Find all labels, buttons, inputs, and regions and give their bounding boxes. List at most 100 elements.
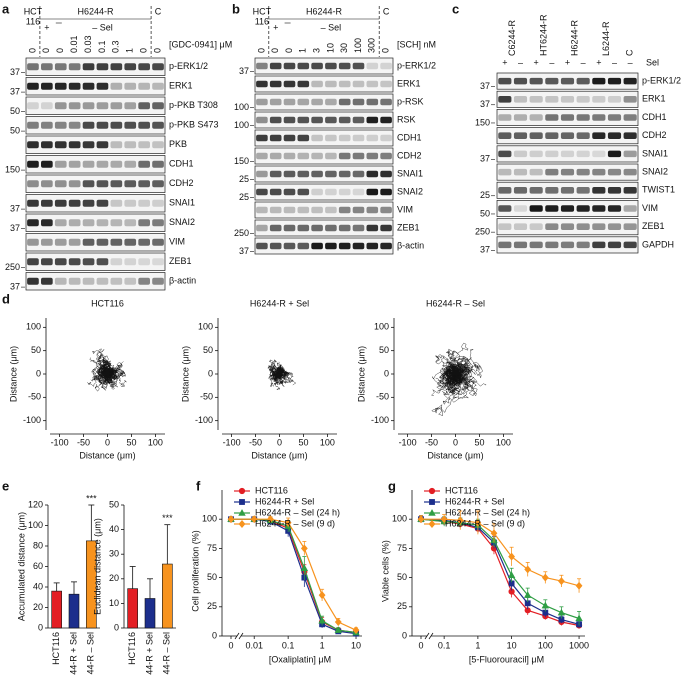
band [607, 205, 622, 212]
band [576, 132, 590, 139]
band [283, 152, 296, 160]
x-tick-label: 100 [538, 640, 553, 650]
band [297, 116, 310, 124]
band [352, 98, 365, 106]
series [227, 516, 360, 636]
blot-strip [254, 111, 394, 129]
band [110, 277, 123, 285]
band [366, 206, 379, 214]
mw-marker: 37 [10, 281, 20, 291]
x-tick-label: H6244-R + Sel [144, 632, 154, 675]
band [338, 152, 351, 160]
legend-label: H6244-R – Sel (24 h) [255, 507, 340, 517]
band [96, 258, 109, 266]
band [269, 152, 282, 160]
band [545, 114, 559, 121]
row-label: CDH1 [397, 132, 422, 142]
x-tick-label: 1000 [569, 640, 589, 650]
band [124, 63, 137, 71]
band [576, 241, 590, 249]
row-label: CDH2 [642, 130, 667, 140]
band [110, 258, 123, 266]
band [283, 116, 296, 124]
lane-label: 3 [311, 48, 321, 53]
band [27, 102, 39, 110]
line [420, 518, 580, 625]
band [338, 188, 351, 196]
blot-strip [25, 174, 166, 193]
mw-marker: 25 [480, 190, 490, 200]
band [366, 116, 379, 124]
band [380, 224, 392, 232]
x-tick-label: -50 [425, 437, 438, 447]
x-tick-label: 0.01 [245, 640, 263, 650]
x-tick-label: 100 [320, 437, 335, 447]
y-tick-label: 10 [109, 598, 119, 608]
band [560, 150, 575, 158]
band [124, 199, 137, 207]
lane-label: 0 [27, 48, 37, 53]
band [545, 77, 559, 85]
band [283, 170, 296, 178]
band [338, 134, 351, 142]
blot-row [254, 147, 394, 165]
bar [51, 590, 62, 629]
sel-label: – Sel [321, 22, 342, 32]
band [256, 188, 268, 196]
band [96, 141, 109, 149]
band [96, 238, 109, 246]
band [124, 121, 137, 129]
blot-strip [25, 194, 166, 213]
band [529, 96, 543, 103]
band [380, 170, 392, 178]
y-tick-label: -50 [376, 392, 389, 402]
axis-break [238, 632, 244, 640]
band [82, 102, 95, 110]
band [311, 116, 323, 124]
band [152, 121, 164, 129]
control-label: C [155, 6, 162, 16]
row-label: CDH1 [642, 112, 667, 122]
mw-marker: 25 [239, 174, 249, 184]
band [54, 63, 67, 71]
x-tick-label: 10 [507, 640, 517, 650]
band [498, 223, 512, 230]
band [623, 77, 637, 85]
band [623, 205, 637, 212]
band [513, 150, 528, 158]
band [269, 242, 282, 250]
band [607, 223, 622, 230]
band [297, 224, 310, 232]
x-tick-label: 0 [105, 437, 110, 447]
y-tick-label: 0 [402, 630, 407, 640]
band [110, 82, 123, 90]
blot-strip [254, 219, 394, 237]
column-label: H6244-R [570, 19, 580, 56]
blot-strip [254, 57, 394, 75]
sel-sign: – [628, 57, 633, 67]
band [529, 150, 543, 158]
row-label: ZEB1 [642, 221, 665, 231]
legend-label: HCT116 [445, 485, 478, 495]
chart-title: H6244-R – Sel [426, 298, 485, 308]
lane-label: 10 [325, 43, 335, 53]
blot-strip [254, 75, 394, 93]
band [124, 82, 137, 90]
band [297, 242, 310, 250]
band [498, 77, 512, 85]
band [256, 134, 268, 142]
lane-label: 0 [152, 48, 162, 53]
row-label: ERK1 [642, 94, 666, 104]
blot-row [25, 116, 166, 135]
row-label: SNAI2 [397, 186, 423, 196]
y-tick-label: 40 [33, 581, 43, 591]
y-tick-label: 80 [33, 540, 43, 550]
band [592, 132, 606, 139]
band [380, 152, 392, 160]
blot-row [496, 90, 639, 108]
band [256, 242, 268, 250]
band [27, 63, 39, 71]
lane-label: 0 [284, 48, 294, 53]
band [68, 180, 81, 188]
blot-row [254, 111, 394, 129]
